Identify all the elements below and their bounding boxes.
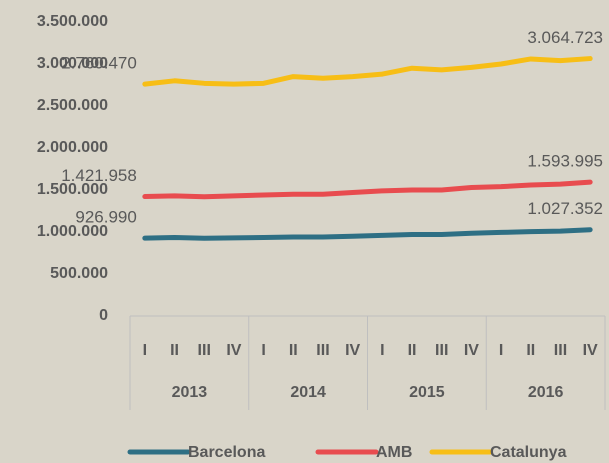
series-line — [142, 179, 593, 200]
y-tick-label: 1.000.000 — [37, 223, 108, 240]
data-label: 2.760.470 — [61, 54, 137, 73]
x-tick-label: III — [554, 342, 567, 359]
y-tick-label: 500.000 — [50, 265, 108, 282]
data-label: 1.421.958 — [61, 166, 137, 185]
x-tick-label: III — [198, 342, 211, 359]
y-tick-label: 3.500.000 — [37, 13, 108, 30]
x-group-label: 2016 — [528, 384, 564, 401]
y-tick-label: 1.500.000 — [37, 181, 108, 198]
x-tick-label: II — [289, 342, 298, 359]
x-tick-label: IV — [464, 342, 479, 359]
x-tick-label: IV — [345, 342, 360, 359]
y-tick-label: 0 — [99, 307, 108, 324]
y-tick-label: 2.500.000 — [37, 97, 108, 114]
x-tick-label: II — [170, 342, 179, 359]
x-tick-label: I — [499, 342, 503, 359]
x-group-label: 2014 — [290, 384, 326, 401]
data-label: 1.027.352 — [527, 199, 603, 218]
y-tick-label: 2.000.000 — [37, 139, 108, 156]
x-tick-label: IV — [583, 342, 598, 359]
x-tick-label: I — [380, 342, 384, 359]
x-tick-label: IV — [226, 342, 241, 359]
x-group-label: 2015 — [409, 384, 445, 401]
x-tick-label: I — [261, 342, 265, 359]
x-tick-label: I — [143, 342, 147, 359]
legend-label: Catalunya — [490, 444, 567, 461]
x-tick-label: III — [316, 342, 329, 359]
x-tick-label: II — [526, 342, 535, 359]
y-tick-label: 3.000.000 — [37, 55, 108, 72]
x-group-label: 2013 — [172, 384, 208, 401]
legend-label: AMB — [376, 444, 412, 461]
data-label: 3.064.723 — [527, 28, 603, 47]
series-line — [142, 56, 593, 87]
series-line — [142, 227, 593, 241]
data-label: 926.990 — [75, 208, 136, 227]
x-tick-label: II — [408, 342, 417, 359]
data-label: 1.593.995 — [527, 152, 603, 171]
legend-label: Barcelona — [188, 444, 265, 461]
x-tick-label: III — [435, 342, 448, 359]
